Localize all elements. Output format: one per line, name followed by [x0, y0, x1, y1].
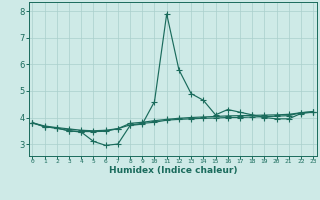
X-axis label: Humidex (Indice chaleur): Humidex (Indice chaleur) [108, 166, 237, 175]
